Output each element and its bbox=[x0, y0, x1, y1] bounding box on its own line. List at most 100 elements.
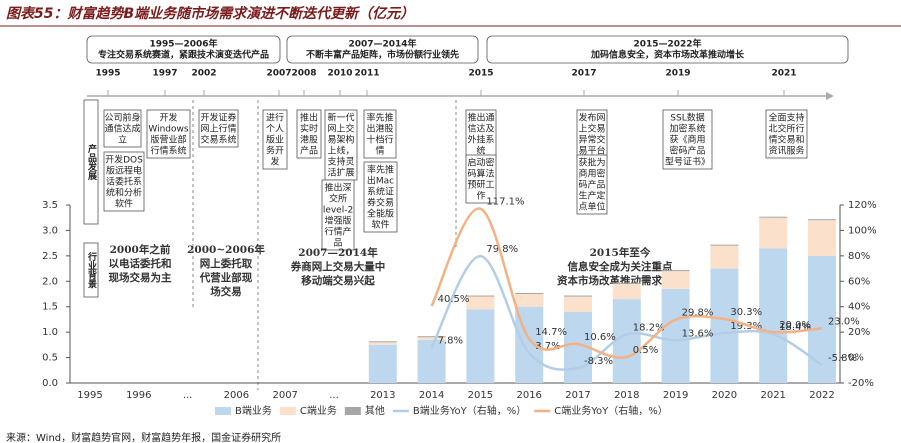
product-text: 行情产 bbox=[324, 226, 351, 238]
product-text: 软件 bbox=[115, 198, 133, 210]
timeline-year: 1997 bbox=[152, 69, 177, 79]
product-text: 话委托系 bbox=[106, 176, 142, 188]
product-text: 启动密 bbox=[467, 157, 494, 169]
bar bbox=[515, 292, 544, 294]
product-text: 预研工 bbox=[467, 180, 494, 191]
timeline-year: 2017 bbox=[571, 69, 596, 79]
data-label: 14.7% bbox=[535, 327, 567, 338]
bar bbox=[564, 295, 592, 297]
bar bbox=[710, 244, 739, 246]
data-label: 10.6% bbox=[584, 332, 616, 343]
product-box bbox=[465, 109, 497, 159]
product-text: 通信达成 bbox=[104, 123, 140, 135]
product-text: 获批为 bbox=[578, 157, 605, 169]
product-text: 发布网 bbox=[578, 112, 605, 124]
x-tick-label: 2013 bbox=[370, 390, 395, 401]
data-label: 18.4% bbox=[779, 322, 811, 333]
x-tick-label: 2007 bbox=[272, 390, 297, 401]
product-text: 进行 bbox=[266, 112, 284, 124]
phase-box bbox=[286, 35, 479, 64]
y2-tick-label: 0% bbox=[848, 353, 864, 364]
product-text: 点单位 bbox=[578, 201, 605, 213]
product-text: 信达及 bbox=[467, 123, 494, 135]
product-text: 网上行情 bbox=[200, 123, 236, 135]
product-text: 统 bbox=[476, 145, 485, 157]
product-box bbox=[296, 109, 322, 159]
side-box bbox=[83, 242, 99, 298]
side-box bbox=[83, 99, 99, 225]
product-text: 统和分析 bbox=[106, 187, 142, 199]
product-text: 十档行 bbox=[366, 134, 393, 146]
y2-tick-label: 80% bbox=[848, 251, 870, 262]
product-text: 个人 bbox=[266, 124, 284, 135]
product-text: 开发DOS bbox=[105, 154, 143, 166]
product-text: 系统证 bbox=[367, 186, 394, 198]
background-text: 2015年至今 bbox=[590, 246, 651, 259]
product-text: 活扩展 bbox=[327, 167, 354, 179]
bar bbox=[661, 288, 690, 383]
bar bbox=[612, 299, 641, 383]
line bbox=[430, 207, 823, 359]
product-text: 加密系统 bbox=[669, 123, 705, 135]
bar bbox=[466, 296, 495, 310]
bar bbox=[612, 283, 641, 300]
product-text: 港股 bbox=[300, 134, 318, 146]
timeline-year: 2010 bbox=[327, 69, 352, 79]
bar bbox=[466, 295, 495, 297]
product-text: 生产定 bbox=[578, 190, 605, 202]
data-label: 0.5% bbox=[633, 345, 658, 356]
x-tick-label: 2006 bbox=[224, 390, 249, 401]
phase-box bbox=[86, 35, 281, 64]
product-text: 券交易 bbox=[367, 197, 394, 209]
data-label: 7.8% bbox=[438, 336, 463, 347]
background-text: 资本市场改革推动需求更新 bbox=[557, 274, 683, 287]
legend-label: B端业务 bbox=[235, 404, 272, 417]
x-tick-label: 2015 bbox=[468, 390, 493, 401]
bar bbox=[515, 294, 544, 307]
product-text: SSL数据 bbox=[670, 112, 704, 124]
data-label: -8.3% bbox=[584, 356, 613, 367]
phase-desc: 不断丰富产品矩阵，市场份额行业领先 bbox=[306, 49, 459, 61]
data-label: 117.1% bbox=[486, 197, 524, 208]
x-tick-label: 1996 bbox=[126, 390, 151, 401]
product-text: 易平台 bbox=[578, 145, 605, 157]
legend-label: 其他 bbox=[365, 404, 385, 417]
x-tick-label: 2022 bbox=[809, 390, 834, 401]
x-tick-label: 2014 bbox=[419, 390, 444, 401]
y-tick-label: 0.5 bbox=[42, 353, 58, 364]
data-label: 30.3% bbox=[730, 307, 762, 318]
product-box bbox=[363, 109, 397, 159]
product-text: 商用密 bbox=[578, 168, 605, 180]
product-box bbox=[576, 154, 608, 215]
product-box bbox=[465, 154, 497, 204]
legend-swatch bbox=[279, 407, 296, 415]
product-text: Windows bbox=[148, 125, 188, 135]
product-text: 交易系统 bbox=[200, 134, 236, 146]
background-text: 2007—2014年 bbox=[298, 246, 378, 259]
phase-box bbox=[486, 35, 849, 64]
product-box bbox=[662, 109, 713, 170]
product-text: 推出深 bbox=[324, 182, 351, 194]
data-label: 3.7% bbox=[535, 341, 560, 352]
product-text: 实时 bbox=[300, 123, 318, 135]
product-text: 全面支持 bbox=[768, 112, 804, 124]
product-text: 资讯服务 bbox=[768, 145, 804, 157]
product-box bbox=[103, 151, 145, 212]
product-box bbox=[324, 109, 358, 181]
bar bbox=[466, 309, 495, 383]
product-text: 全能版 bbox=[367, 208, 394, 220]
product-box bbox=[146, 109, 191, 159]
bar bbox=[808, 219, 836, 221]
timeline-year: 1995 bbox=[95, 69, 120, 79]
product-text: 作 bbox=[476, 190, 485, 202]
y2-tick-label: 40% bbox=[848, 302, 870, 313]
y2-tick-label: -20% bbox=[848, 378, 874, 389]
phase-years: 2007—2014年 bbox=[348, 38, 416, 50]
product-text: 码算法 bbox=[467, 168, 494, 180]
product-text: 版远程电 bbox=[106, 165, 142, 177]
x-tick-label: 2021 bbox=[760, 390, 785, 401]
bar bbox=[417, 337, 446, 340]
product-text: 率先推 bbox=[367, 164, 394, 176]
x-tick-label: 2016 bbox=[516, 390, 541, 401]
